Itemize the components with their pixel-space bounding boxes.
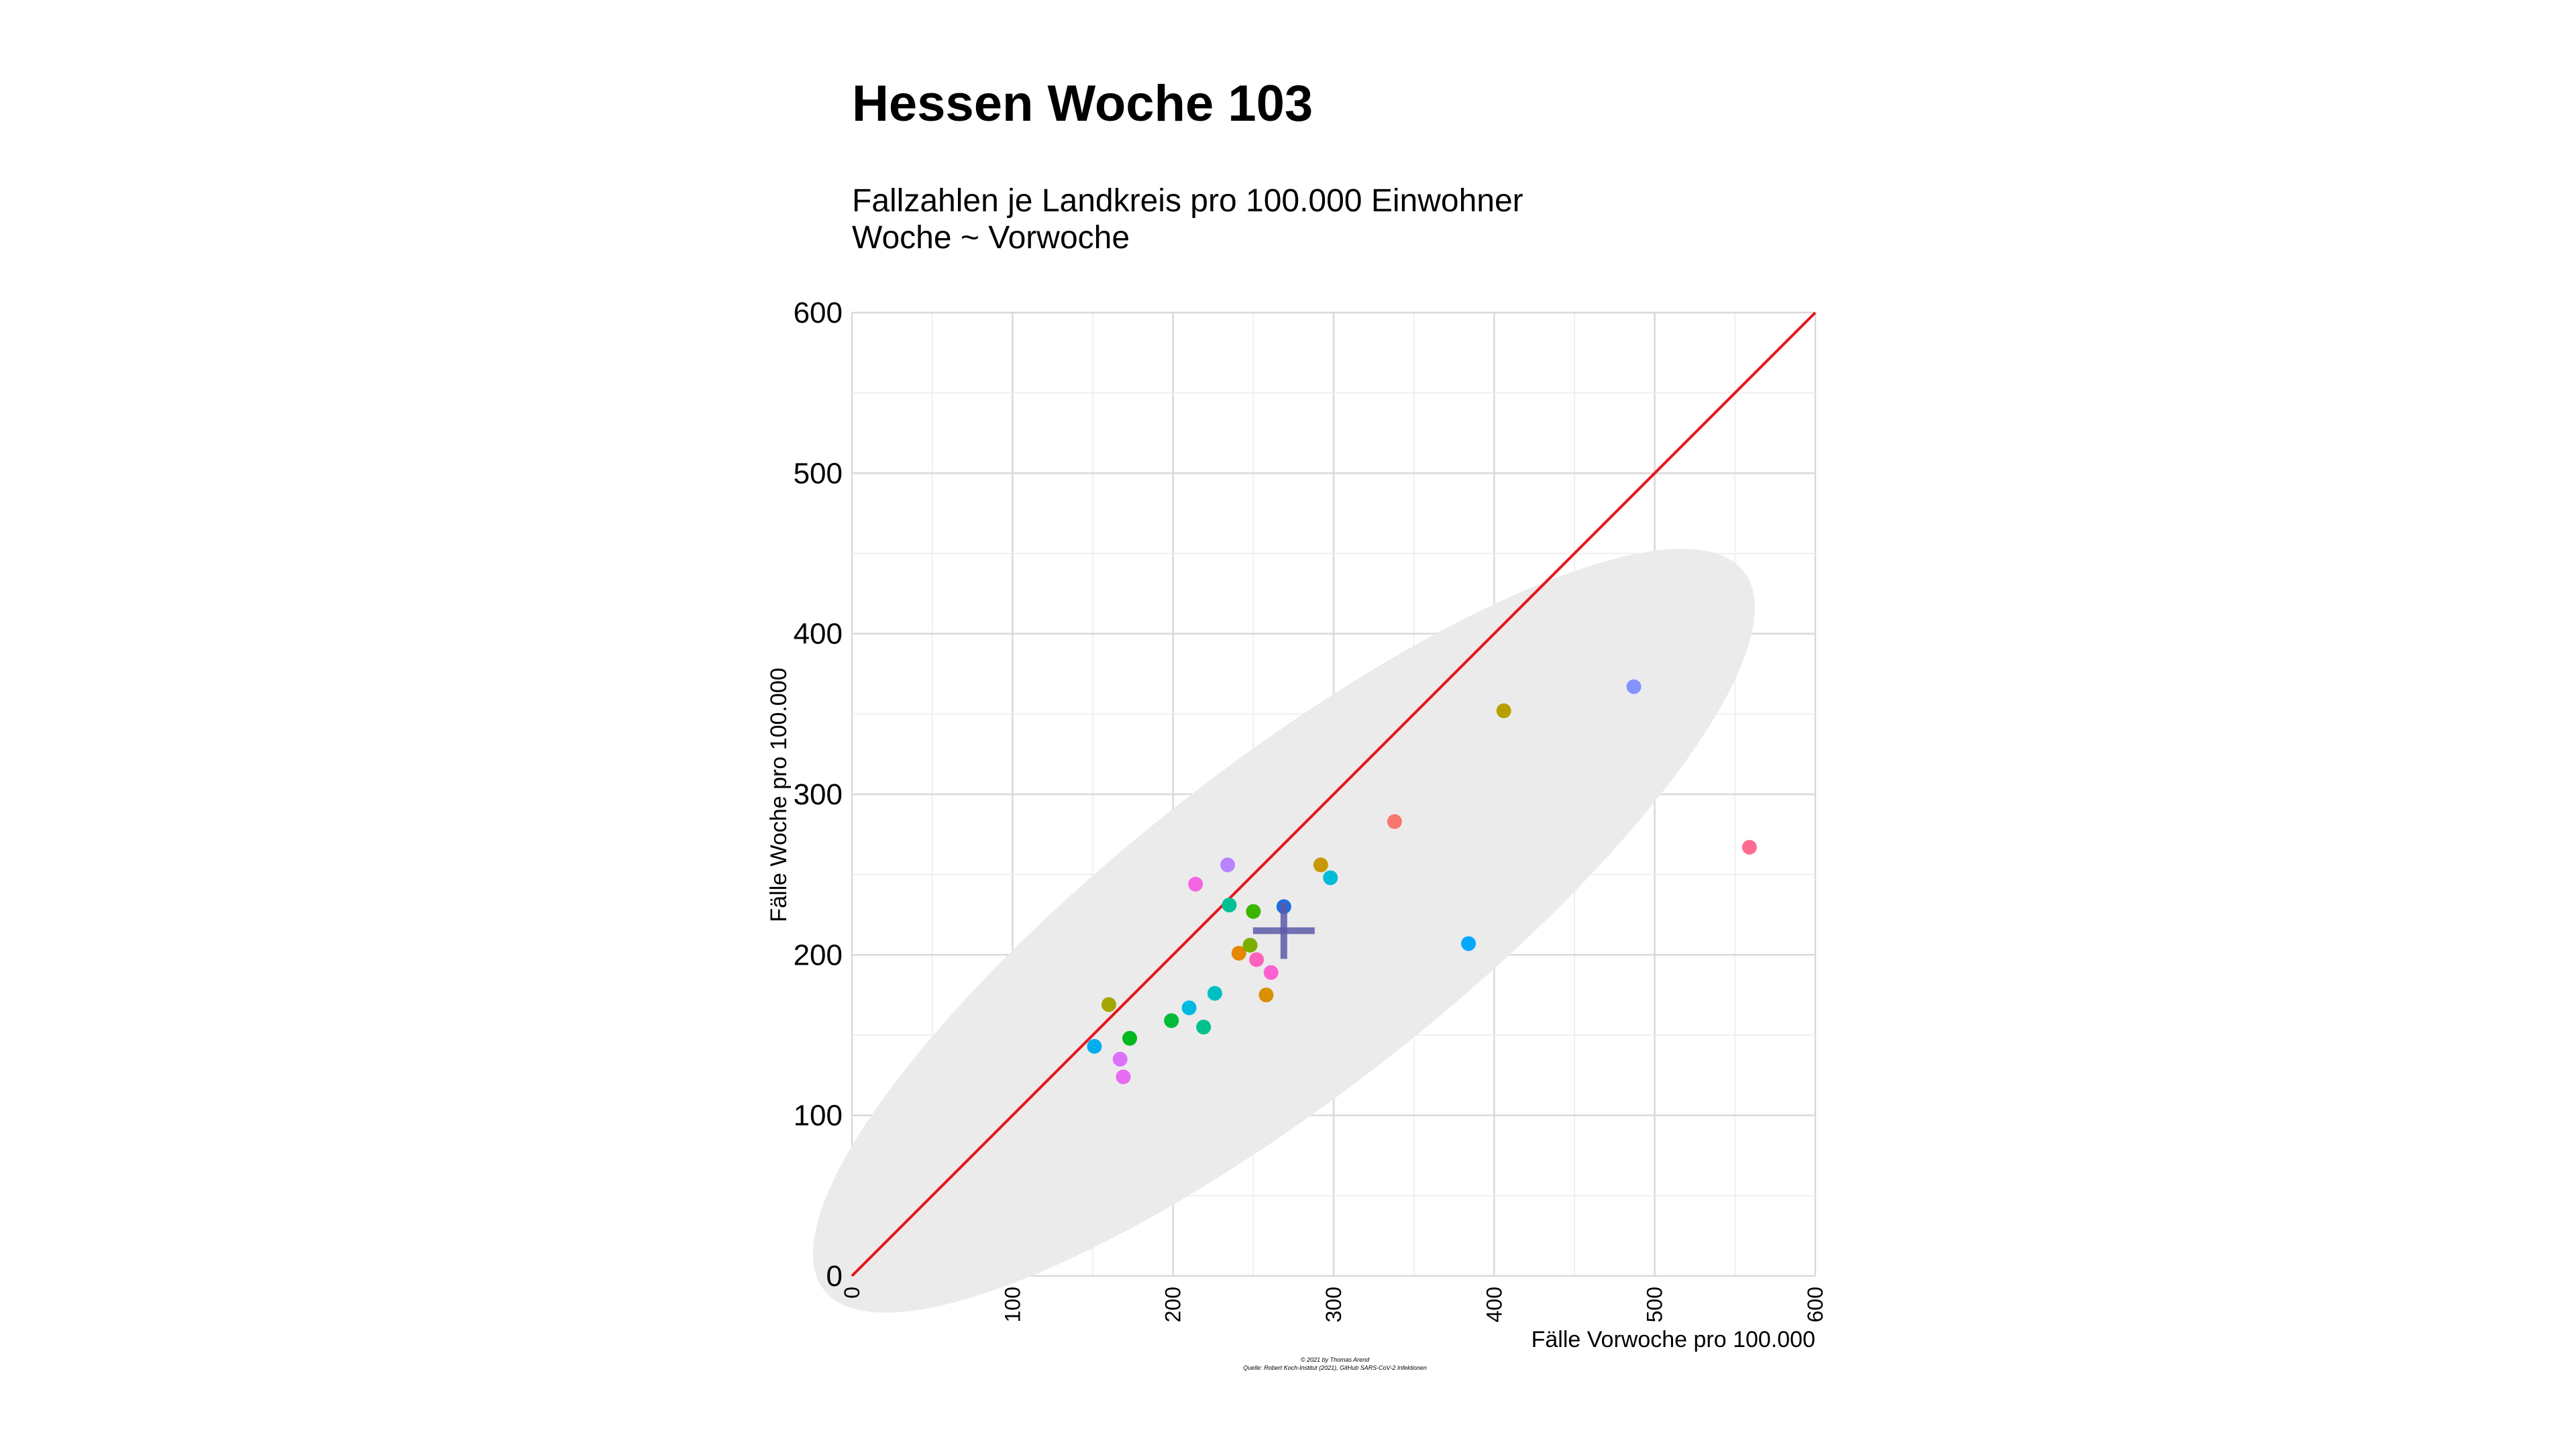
data-point <box>1626 679 1642 694</box>
y-axis-ticks: 0 100 200 300 400 500 600 <box>794 297 843 1293</box>
chart-subtitle-line-1: Fallzahlen je Landkreis pro 100.000 Einw… <box>852 183 1523 219</box>
mean-marker-layer <box>1252 902 1315 959</box>
data-point <box>1122 1030 1138 1046</box>
y-axis-label: Fälle Woche pro 100.000 <box>766 667 792 922</box>
caption-copyright: © 2021 by Thomas Arend <box>1301 1356 1370 1363</box>
data-point <box>1263 965 1279 980</box>
x-tick-label: 200 <box>1161 1287 1185 1322</box>
data-point <box>1222 898 1237 913</box>
data-point <box>1242 937 1258 953</box>
data-point <box>1461 936 1477 951</box>
data-point <box>1387 814 1402 829</box>
data-point <box>1313 857 1328 873</box>
data-point <box>1220 857 1236 873</box>
data-point <box>1112 1051 1128 1067</box>
data-point <box>1323 870 1338 885</box>
y-tick-label: 200 <box>794 938 843 971</box>
x-tick-label: 500 <box>1643 1287 1667 1322</box>
y-tick-label: 100 <box>794 1099 843 1132</box>
x-tick-label: 100 <box>1000 1287 1024 1322</box>
data-point <box>1164 1013 1179 1028</box>
data-point <box>1496 703 1511 718</box>
reference-line-layer <box>851 311 1817 1277</box>
data-point <box>1116 1069 1131 1085</box>
x-axis-ticks: 0 100 200 300 400 500 600 <box>840 1287 1827 1322</box>
x-tick-label: 300 <box>1322 1287 1346 1322</box>
data-point <box>1246 904 1261 919</box>
data-point <box>1087 1038 1102 1054</box>
data-point <box>1207 985 1222 1001</box>
y-tick-label: 600 <box>794 297 843 329</box>
data-points <box>1087 679 1757 1085</box>
data-point <box>1258 987 1274 1003</box>
y-tick-label: 0 <box>826 1260 843 1293</box>
data-point <box>1231 945 1246 961</box>
data-point <box>1188 877 1203 892</box>
y-tick-label: 500 <box>794 457 843 490</box>
data-point <box>1249 952 1265 967</box>
x-tick-label: 0 <box>840 1287 864 1299</box>
data-point <box>1741 839 1757 855</box>
data-point <box>1181 1000 1197 1016</box>
x-tick-label: 400 <box>1482 1287 1506 1322</box>
data-point <box>1196 1020 1212 1035</box>
identity-reference-line <box>851 311 1817 1277</box>
y-tick-label: 300 <box>794 778 843 811</box>
data-point <box>1101 997 1116 1012</box>
caption-source: Quelle: Robert Koch-Institut (2021), Git… <box>1243 1364 1427 1371</box>
x-tick-label: 600 <box>1803 1287 1827 1322</box>
x-axis-label: Fälle Vorwoche pro 100.000 <box>1532 1327 1815 1352</box>
chart-subtitle-line-2: Woche ~ Vorwoche <box>852 220 1130 256</box>
chart-title: Hessen Woche 103 <box>852 75 1313 132</box>
y-tick-label: 400 <box>794 618 843 651</box>
